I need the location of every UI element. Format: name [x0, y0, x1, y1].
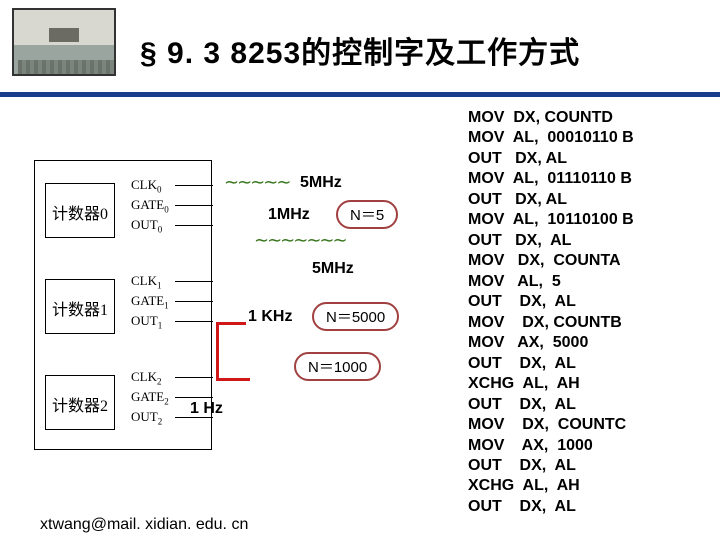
- code-line: MOV AX, 5000: [468, 334, 588, 351]
- counter-box-2: 计数器2: [45, 375, 115, 430]
- counter-box-0: 计数器0: [45, 183, 115, 238]
- asm-code: MOV DX, COUNTD MOV AL, 00010110 B OUT DX…: [468, 108, 706, 517]
- pin-label: GATE0: [131, 197, 169, 215]
- pin-label: GATE1: [131, 293, 169, 311]
- thumbnail-image: [12, 8, 116, 76]
- chip-block: 计数器0 CLK0 GATE0 OUT0 计数器1 CLK1 GATE1 OUT…: [34, 160, 212, 450]
- code-line: MOV AL, 10110100 B: [468, 211, 634, 228]
- wave-icon: ∼∼∼∼∼: [224, 172, 289, 193]
- pin-label: GATE2: [131, 389, 169, 407]
- pin-label: OUT2: [131, 409, 162, 427]
- counter-box-1: 计数器1: [45, 279, 115, 334]
- code-line: MOV DX, COUNTA: [468, 252, 621, 269]
- wave-icon: ∼∼∼∼∼∼∼: [254, 230, 346, 251]
- freq-label: 1MHz: [268, 206, 310, 224]
- wire-icon: [216, 322, 219, 380]
- freq-label: 5MHz: [312, 260, 354, 278]
- wire-icon: [216, 322, 246, 325]
- pin-label: OUT1: [131, 313, 162, 331]
- code-line: MOV AL, 01110110 B: [468, 170, 632, 187]
- code-line: OUT DX, AL: [468, 396, 576, 413]
- n-pill: N＝5000: [312, 302, 399, 331]
- counter-row-1: 计数器1 CLK1 GATE1 OUT1: [35, 269, 213, 344]
- freq-label: 1 Hz: [190, 400, 223, 418]
- header: § 9. 3 8253的控制字及工作方式: [0, 0, 720, 100]
- code-line: MOV AL, 00010110 B: [468, 129, 634, 146]
- code-line: OUT DX, AL: [468, 150, 567, 167]
- code-line: OUT DX, AL: [468, 498, 576, 515]
- counter-row-0: 计数器0 CLK0 GATE0 OUT0: [35, 173, 213, 248]
- n-pill: N＝5: [336, 200, 398, 229]
- code-line: XCHG AL, AH: [468, 375, 580, 392]
- pin-label: CLK2: [131, 369, 162, 387]
- code-line: OUT DX, AL: [468, 191, 567, 208]
- wire-icon: [216, 378, 250, 381]
- footer-email: xtwang@mail. xidian. edu. cn: [40, 516, 248, 534]
- n-pill: N＝1000: [294, 352, 381, 381]
- body: 计数器0 CLK0 GATE0 OUT0 计数器1 CLK1 GATE1 OUT…: [0, 100, 720, 540]
- pin-label: CLK0: [131, 177, 162, 195]
- pin-label: CLK1: [131, 273, 162, 291]
- code-line: OUT DX, AL: [468, 232, 571, 249]
- pin-label: OUT0: [131, 217, 162, 235]
- code-line: MOV DX, COUNTB: [468, 314, 622, 331]
- slide-title: § 9. 3 8253的控制字及工作方式: [140, 28, 580, 72]
- code-line: MOV DX, COUNTD: [468, 109, 613, 126]
- code-line: OUT DX, AL: [468, 355, 576, 372]
- freq-label: 5MHz: [300, 174, 342, 192]
- code-line: MOV AX, 1000: [468, 437, 593, 454]
- code-line: MOV DX, COUNTC: [468, 416, 626, 433]
- freq-label: 1 KHz: [248, 308, 292, 326]
- code-line: XCHG AL, AH: [468, 477, 580, 494]
- code-line: MOV AL, 5: [468, 273, 561, 290]
- code-line: OUT DX, AL: [468, 457, 576, 474]
- counter-row-2: 计数器2 CLK2 GATE2 OUT2: [35, 365, 213, 440]
- code-line: OUT DX, AL: [468, 293, 576, 310]
